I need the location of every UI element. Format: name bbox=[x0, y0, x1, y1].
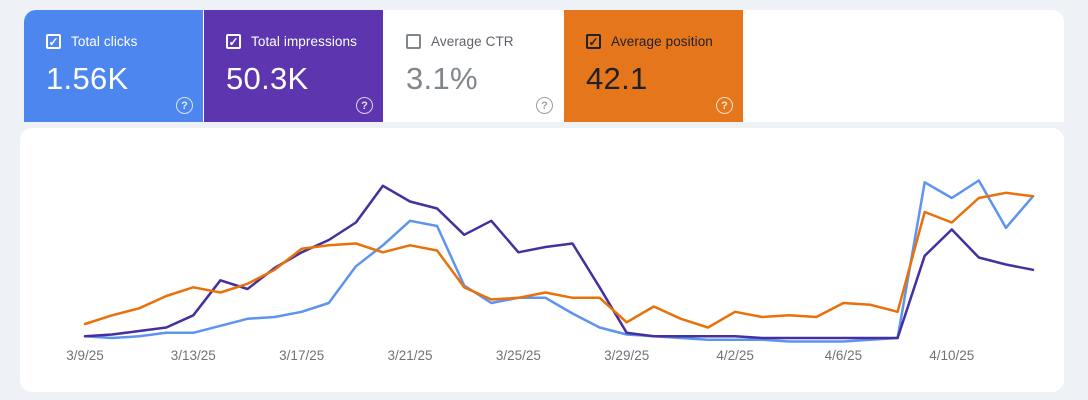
card-total-impressions-value: 50.3K bbox=[226, 61, 309, 96]
card-total-impressions[interactable]: ✓ Total impressions 50.3K ? bbox=[204, 10, 383, 122]
x-axis-label: 3/21/25 bbox=[387, 348, 432, 363]
help-icon[interactable]: ? bbox=[356, 97, 373, 114]
x-axis-label: 3/17/25 bbox=[279, 348, 324, 363]
x-axis-label: 4/10/25 bbox=[929, 348, 974, 363]
card-average-ctr-label: Average CTR bbox=[431, 34, 514, 49]
card-total-clicks-label: Total clicks bbox=[71, 34, 138, 49]
card-total-clicks-value: 1.56K bbox=[46, 61, 129, 96]
chart-card: 3/9/25 3/13/25 3/17/25 3/21/25 3/25/25 3/29/2… bbox=[20, 128, 1064, 392]
help-icon[interactable]: ? bbox=[716, 97, 733, 114]
card-average-position-label: Average position bbox=[611, 34, 713, 49]
card-average-ctr[interactable]: ✓ Average CTR 3.1% ? bbox=[384, 10, 563, 122]
checkbox-average-ctr-icon[interactable]: ✓ bbox=[406, 34, 421, 49]
x-axis-label: 3/25/25 bbox=[496, 348, 541, 363]
x-axis-label: 3/29/25 bbox=[604, 348, 649, 363]
x-axis-label: 3/9/25 bbox=[66, 348, 104, 363]
card-average-position[interactable]: ✓ Average position 42.1 ? bbox=[564, 10, 743, 122]
checkbox-total-clicks-icon[interactable]: ✓ bbox=[46, 34, 61, 49]
card-total-clicks[interactable]: ✓ Total clicks 1.56K ? bbox=[24, 10, 203, 122]
series-average-position[interactable] bbox=[83, 191, 1035, 329]
help-icon[interactable]: ? bbox=[536, 97, 553, 114]
checkbox-average-position-icon[interactable]: ✓ bbox=[586, 34, 601, 49]
card-average-ctr-value: 3.1% bbox=[406, 61, 478, 96]
card-total-impressions-label: Total impressions bbox=[251, 34, 357, 49]
performance-chart[interactable]: 3/9/25 3/13/25 3/17/25 3/21/25 3/25/25 3/29/2… bbox=[20, 128, 1064, 392]
series-total-clicks[interactable] bbox=[83, 179, 1035, 343]
x-axis-label: 3/13/25 bbox=[171, 348, 216, 363]
card-average-position-value: 42.1 bbox=[586, 61, 648, 96]
x-axis-label: 4/2/25 bbox=[716, 348, 754, 363]
checkbox-total-impressions-icon[interactable]: ✓ bbox=[226, 34, 241, 49]
help-icon[interactable]: ? bbox=[176, 97, 193, 114]
cards-row-filler bbox=[744, 10, 1064, 122]
series-total-impressions[interactable] bbox=[83, 184, 1035, 340]
x-axis-label: 4/6/25 bbox=[825, 348, 863, 363]
metric-cards-row: ✓ Total clicks 1.56K ? ✓ Total impressio… bbox=[24, 10, 1064, 122]
